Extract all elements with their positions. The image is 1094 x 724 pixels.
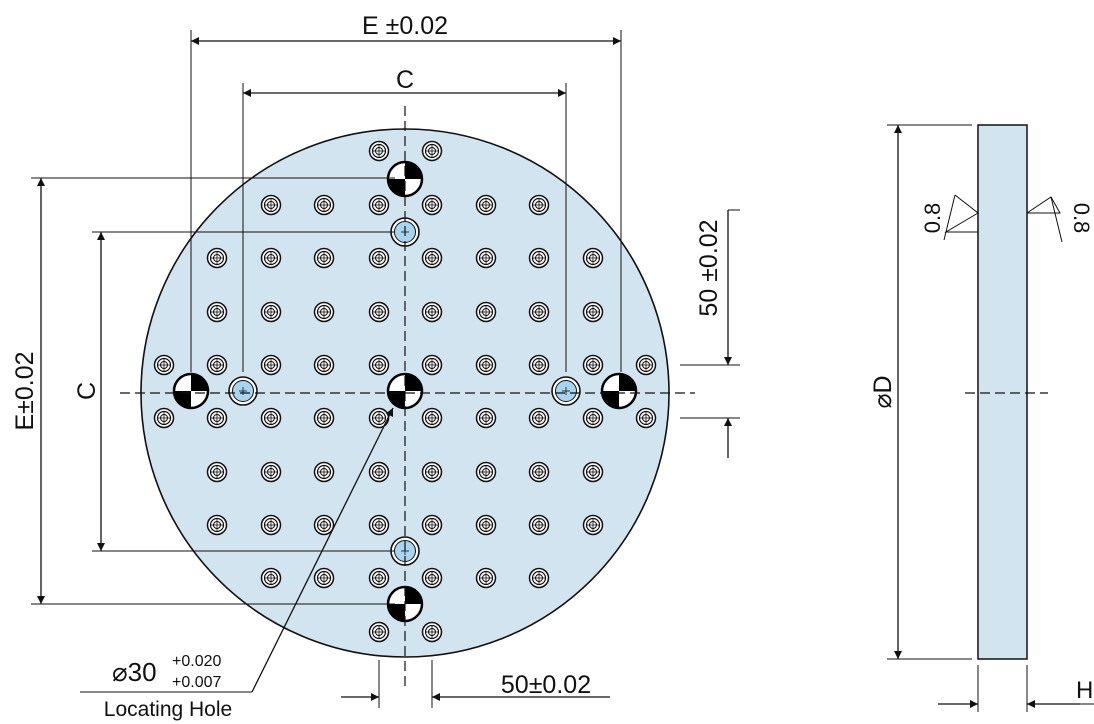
screw-hole-icon: [421, 514, 443, 536]
screw-hole-icon: [475, 354, 497, 376]
screw-hole-icon: [313, 354, 335, 376]
label-e-top: E ±0.02: [362, 12, 448, 40]
screw-hole-icon: [368, 140, 390, 162]
dowel-holes: [228, 217, 581, 566]
screw-hole-icon: [368, 621, 390, 643]
screw-hole-icon: [582, 514, 604, 536]
screw-hole-icon: [313, 407, 335, 429]
screw-hole-icon: [313, 567, 335, 589]
screw-hole-icon: [475, 194, 497, 216]
screw-hole-icon: [206, 354, 228, 376]
screw-hole-icon: [635, 407, 657, 429]
label-c-left: C: [73, 382, 101, 400]
screw-hole-icon: [528, 301, 550, 323]
screw-hole-icon: [206, 407, 228, 429]
quadrant-target-icon: [172, 372, 210, 410]
label-roughness-right: 0.8: [1069, 203, 1094, 234]
screw-hole-icon: [528, 247, 550, 269]
screw-hole-icon: [313, 247, 335, 269]
screw-hole-icon: [260, 514, 282, 536]
screw-hole-icon: [421, 567, 443, 589]
screw-hole-icon: [260, 194, 282, 216]
label-e-left: E±0.02: [11, 351, 39, 430]
screw-hole-icon: [421, 407, 443, 429]
label-side-diameter: ⌀D: [869, 375, 897, 408]
screw-hole-icon: [421, 140, 443, 162]
label-locating-tol-upper: +0.020: [172, 653, 221, 670]
screw-hole-icon: [260, 354, 282, 376]
screw-hole-icon: [528, 354, 550, 376]
label-roughness-left: 0.8: [920, 203, 945, 234]
screw-hole-icon: [368, 354, 390, 376]
label-locating-diameter: ⌀30: [112, 657, 157, 687]
screw-hole-icon: [260, 301, 282, 323]
screw-hole-icon: [582, 247, 604, 269]
screw-hole-icon: [260, 247, 282, 269]
screw-hole-icon: [635, 354, 657, 376]
screw-hole-icon: [528, 194, 550, 216]
screw-hole-icon: [582, 407, 604, 429]
screw-hole-icon: [313, 301, 335, 323]
screw-hole-icon: [475, 514, 497, 536]
screw-hole-icon: [368, 567, 390, 589]
screw-hole-icon: [153, 354, 175, 376]
screw-hole-icon: [475, 301, 497, 323]
screw-hole-grid: [153, 140, 657, 643]
screw-hole-icon: [475, 461, 497, 483]
screw-hole-icon: [475, 567, 497, 589]
roughness-symbol-left: [944, 194, 979, 233]
roughness-symbol-right: [1026, 196, 1061, 214]
screw-hole-icon: [368, 461, 390, 483]
screw-hole-icon: [313, 461, 335, 483]
dowel-hole-icon: [551, 376, 581, 406]
roughness-symbol-left-bar: [943, 194, 956, 241]
screw-hole-icon: [368, 194, 390, 216]
screw-hole-icon: [528, 567, 550, 589]
screw-hole-icon: [582, 301, 604, 323]
screw-hole-icon: [313, 514, 335, 536]
screw-hole-icon: [206, 301, 228, 323]
dowel-hole-icon: [228, 376, 258, 406]
screw-hole-icon: [206, 461, 228, 483]
screw-hole-icon: [368, 301, 390, 323]
screw-hole-icon: [528, 407, 550, 429]
side-view-plate: [977, 124, 1028, 660]
locating-hole-leader: [251, 407, 394, 693]
screw-hole-icon: [260, 567, 282, 589]
screw-hole-icon: [475, 247, 497, 269]
screw-hole-icon: [153, 407, 175, 429]
screw-hole-icon: [421, 194, 443, 216]
screw-hole-icon: [206, 514, 228, 536]
screw-hole-icon: [528, 461, 550, 483]
reference-markers: [172, 160, 638, 623]
label-right-pitch: 50 ±0.02: [695, 219, 723, 316]
screw-hole-icon: [421, 354, 443, 376]
label-c-top: C: [396, 66, 414, 94]
label-bottom-pitch: 50±0.02: [501, 671, 591, 699]
roughness-symbol-right-bar: [1050, 196, 1063, 243]
screw-hole-icon: [528, 514, 550, 536]
label-side-height: H: [1076, 677, 1093, 704]
screw-hole-icon: [421, 247, 443, 269]
screw-hole-icon: [368, 247, 390, 269]
screw-hole-icon: [582, 461, 604, 483]
screw-hole-icon: [260, 461, 282, 483]
screw-hole-icon: [260, 407, 282, 429]
screw-hole-icon: [421, 621, 443, 643]
quadrant-target-icon: [600, 372, 638, 410]
screw-hole-icon: [206, 247, 228, 269]
label-locating-caption: Locating Hole: [104, 698, 232, 721]
screw-hole-icon: [368, 514, 390, 536]
screw-hole-icon: [313, 194, 335, 216]
screw-hole-icon: [582, 354, 604, 376]
screw-hole-icon: [421, 301, 443, 323]
screw-hole-icon: [421, 461, 443, 483]
screw-hole-icon: [475, 407, 497, 429]
screw-hole-icon: [368, 407, 390, 429]
label-locating-tol-lower: +0.007: [172, 674, 221, 691]
